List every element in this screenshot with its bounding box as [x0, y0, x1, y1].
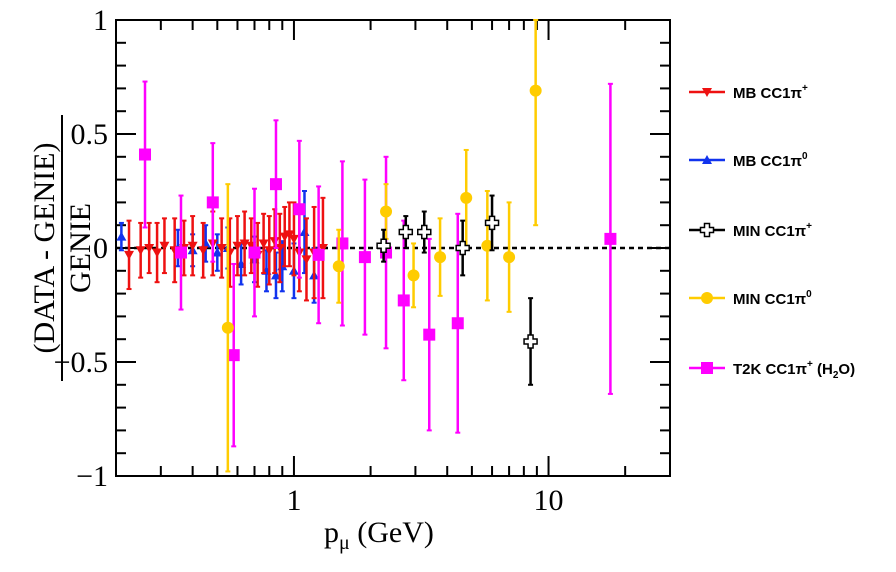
data-point	[299, 227, 310, 237]
legend-entry: MB CC1π+	[689, 83, 808, 102]
data-point	[407, 269, 420, 282]
legend-marker	[702, 155, 712, 164]
legend-marker	[699, 222, 715, 238]
legend-marker	[702, 88, 712, 97]
data-point	[269, 178, 282, 191]
data-point	[221, 321, 234, 334]
series-t2k-cc1-h2o-	[139, 80, 617, 448]
y-tick-label: 0	[93, 232, 108, 265]
data-point	[417, 224, 432, 240]
data-point	[216, 244, 227, 253]
y-tick-label: 0.5	[71, 118, 109, 151]
legend-entry: MB CC1π0	[689, 151, 808, 170]
data-point	[451, 317, 464, 330]
x-axis-title-unit: (GeV)	[357, 516, 434, 549]
legend: MB CC1π+ MB CC1π0 MIN CC1π+ MIN CC1π0 T2K CC…	[689, 83, 855, 381]
legend-label: MB CC1π+	[733, 83, 808, 102]
data-point	[206, 196, 219, 209]
data-point	[434, 251, 447, 264]
data-point	[239, 239, 250, 249]
data-point	[301, 255, 312, 265]
data-point	[144, 244, 155, 253]
data-point	[484, 215, 500, 231]
x-axis-title: pμ (GeV)	[324, 516, 434, 554]
data-point	[332, 260, 345, 273]
y-tick-label: 1	[93, 4, 108, 37]
data-point	[139, 148, 152, 161]
data-point	[397, 294, 410, 307]
x-tick-label: 10	[534, 484, 564, 517]
data-point	[152, 248, 163, 258]
data-point	[248, 246, 261, 259]
legend-entry: MIN CC1π0	[689, 289, 812, 308]
data-point	[312, 248, 325, 261]
data-point	[187, 241, 198, 251]
y-axis-numerator: (DATA - GENIE)	[28, 143, 61, 354]
data-point	[264, 246, 275, 256]
legend-label: MB CC1π0	[733, 151, 808, 170]
data-point	[227, 349, 240, 362]
data-point	[212, 247, 223, 257]
data-point	[124, 250, 135, 260]
data-point	[529, 84, 542, 97]
data-point	[604, 232, 617, 245]
data-point	[232, 241, 243, 251]
data-point	[460, 191, 473, 204]
legend-marker	[701, 362, 713, 374]
data-point	[284, 230, 295, 240]
data-point	[174, 246, 187, 259]
legend-label: MIN CC1π0	[733, 289, 812, 308]
data-point	[380, 205, 393, 218]
data-point	[455, 240, 470, 256]
data-point	[423, 328, 436, 341]
series-min-cc1-	[376, 194, 538, 386]
legend-label: MIN CC1π+	[733, 221, 812, 240]
series-layer	[116, 19, 617, 473]
data-point	[116, 231, 127, 241]
legend-label: T2K CC1π+ (H2O)	[733, 359, 855, 381]
legend-entry: MIN CC1π+	[689, 221, 812, 240]
data-point	[198, 246, 209, 256]
data-point	[270, 270, 281, 280]
y-axis-title: (DATA - GENIE) GENIE	[28, 115, 97, 381]
data-point	[159, 241, 170, 251]
data-point	[376, 238, 391, 253]
x-tick-label: 1	[286, 484, 301, 517]
data-point	[503, 251, 516, 264]
data-point	[135, 246, 146, 256]
x-axis-title-main: p	[324, 516, 339, 549]
legend-marker	[701, 292, 713, 304]
y-axis-denominator: GENIE	[64, 203, 97, 293]
x-axis-title-sub: μ	[339, 532, 350, 554]
y-tick-label: −1	[76, 460, 108, 493]
legend-entry: T2K CC1π+ (H2O)	[689, 359, 855, 381]
data-point	[398, 224, 414, 240]
data-point	[523, 334, 538, 349]
data-point	[293, 203, 306, 216]
data-point	[274, 244, 285, 253]
data-point	[258, 239, 269, 249]
data-point	[358, 251, 371, 264]
data-point	[481, 239, 494, 252]
data-point	[224, 248, 235, 258]
series-min-cc1-0	[221, 19, 542, 473]
data-point	[288, 234, 299, 244]
data-point	[317, 244, 328, 253]
